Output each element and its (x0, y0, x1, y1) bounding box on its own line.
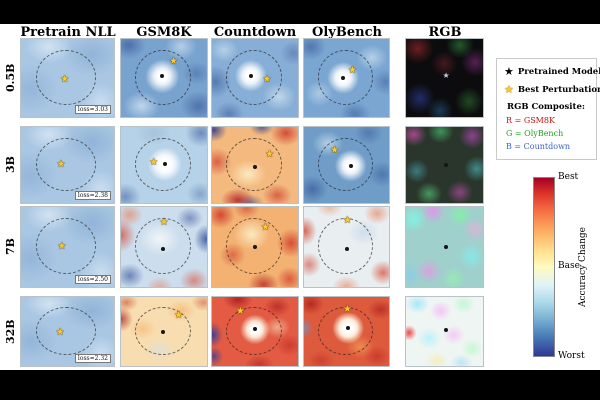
perturbation-radius-circle (35, 306, 97, 355)
pretrained-model-marker (344, 246, 349, 251)
heatmap-panel-0.5b-pretrain-nll: ★ loss=3.03 (20, 38, 115, 118)
colorbar-tick-best: Best (558, 172, 579, 182)
best-perturbation-star-icon: ★ (159, 217, 169, 228)
row-label-32b: 32B (4, 319, 17, 344)
best-perturbation-star-icon: ★ (235, 306, 245, 318)
heatmap-panel-32b-olybench: ★ (303, 296, 390, 367)
accuracy-change-colorbar (533, 177, 555, 357)
perturbation-radius-circle (134, 137, 191, 191)
pretrained-model-marker (161, 246, 166, 251)
best-perturbation-star-icon: ★ (60, 73, 70, 85)
legend-pretrained-label: Pretrained Model (517, 66, 600, 77)
best-perturbation-star-icon: ★ (265, 149, 275, 161)
row-label-0.5b: 0.5B (4, 63, 17, 93)
perturbation-radius-circle (134, 306, 191, 355)
pretrained-model-marker (346, 326, 351, 331)
legend-rgb-composite-title: RGB Composite: (507, 102, 585, 112)
best-perturbation-star-icon: ★ (342, 215, 352, 227)
best-perturbation-star-icon: ★ (168, 56, 178, 68)
heatmap-panel-0.5b-olybench: ★ (303, 38, 390, 118)
perturbation-radius-circle (35, 137, 97, 191)
legend-g-channel: G = OlyBench (506, 129, 564, 138)
best-perturbation-star-icon: ★ (55, 326, 65, 338)
perturbation-radius-circle (225, 49, 282, 105)
best-perturbation-star-icon: ★ (342, 304, 352, 316)
best-perturbation-star-icon: ★ (260, 221, 270, 233)
column-header-gsm8k: GSM8K (136, 25, 192, 40)
perturbation-radius-circle (35, 49, 97, 105)
pretrained-model-marker (444, 245, 449, 249)
best-perturbation-star-icon: ★ (174, 309, 184, 321)
heatmap-panel-3b-gsm8k: ★ (120, 126, 208, 204)
rgb-composite-panel-7b (405, 206, 484, 288)
best-perturbation-star-icon: ★ (330, 145, 340, 157)
perturbation-radius-circle (225, 218, 282, 275)
heatmap-panel-3b-olybench: ★ (303, 126, 390, 204)
best-perturbation-star-icon: ★ (57, 241, 67, 252)
column-header-rgb: RGB (428, 25, 462, 40)
pretrained-model-marker (160, 74, 165, 79)
colorbar-tick-worst: Worst (558, 351, 585, 361)
pretrained-model-marker (444, 163, 449, 167)
pretrained-model-marker (248, 73, 253, 78)
legend-r-channel: R = GSM8K (506, 116, 555, 125)
row-label-7b: 7B (4, 238, 17, 256)
heatmap-panel-32b-countdown: ★ (211, 296, 299, 367)
heatmap-panel-0.5b-gsm8k: ★ (120, 38, 208, 118)
heatmap-panel-32b-pretrain-nll: ★ loss=2.32 (20, 296, 115, 367)
pretrained-model-marker (253, 327, 257, 332)
heatmap-panel-7b-pretrain-nll: ★ loss=2.50 (20, 206, 115, 288)
heatmap-panel-7b-gsm8k: ★ (120, 206, 208, 288)
heatmap-panel-0.5b-countdown: ★ (211, 38, 299, 118)
pretrained-model-marker (341, 76, 346, 80)
row-label-3b: 3B (4, 156, 17, 174)
heatmap-panel-3b-pretrain-nll: ★ loss=2.38 (20, 126, 115, 204)
legend-item-pretrained: ★ Pretrained Model (504, 65, 600, 78)
gold-star-icon: ★ (504, 83, 514, 96)
legend-b-channel: B = Countdown (506, 142, 571, 151)
colorbar-tick-base: Base (558, 261, 580, 271)
best-perturbation-star-icon: ★ (149, 156, 159, 168)
loss-badge: loss=2.32 (74, 354, 111, 363)
perturbation-radius-circle (317, 49, 373, 105)
heatmap-panel-3b-countdown: ★ (211, 126, 299, 204)
rgb-composite-panel-32b (405, 296, 484, 367)
best-perturbation-star-icon: ★ (56, 159, 66, 170)
best-perturbation-star-icon: ★ (347, 64, 357, 76)
perturbation-radius-circle (134, 49, 191, 105)
perturbation-radius-circle (317, 137, 373, 191)
perturbation-radius-circle (317, 218, 373, 275)
perturbation-radius-circle (225, 306, 282, 355)
heatmap-panel-7b-olybench: ★ (303, 206, 390, 288)
rgb-composite-panel-0.5b: ★ (405, 38, 484, 118)
perturbation-radius-circle (35, 218, 97, 275)
pretrained-model-star-icon: ★ (442, 71, 450, 81)
pretrained-model-marker (253, 165, 257, 170)
column-header-olybench: OlyBench (312, 25, 382, 40)
black-star-icon: ★ (504, 65, 514, 78)
pretrained-model-marker (161, 329, 166, 334)
pretrained-model-marker (444, 328, 449, 333)
legend-box: ★ Pretrained Model ★ Best Perturbation R… (496, 58, 600, 160)
loss-badge: loss=3.03 (74, 105, 111, 114)
heatmap-panel-7b-countdown: ★ (211, 206, 299, 288)
colorbar-axis-label: Accuracy Change (578, 227, 588, 307)
legend-item-best: ★ Best Perturbation (504, 83, 600, 96)
perturbation-radius-circle (225, 137, 282, 191)
legend-best-label: Best Perturbation (517, 84, 600, 95)
best-perturbation-star-icon: ★ (262, 74, 272, 86)
column-header-pretrain-nll: Pretrain NLL (20, 25, 116, 40)
perturbation-radius-circle (317, 306, 373, 355)
rgb-composite-panel-3b (405, 126, 484, 204)
pretrained-model-marker (348, 163, 353, 168)
pretrained-model-marker (162, 162, 167, 167)
pretrained-model-marker (253, 245, 257, 249)
column-header-countdown: Countdown (213, 25, 297, 40)
loss-badge: loss=2.38 (74, 191, 111, 200)
loss-badge: loss=2.50 (74, 275, 111, 284)
perturbation-radius-circle (134, 218, 191, 275)
heatmap-panel-32b-gsm8k: ★ (120, 296, 208, 367)
